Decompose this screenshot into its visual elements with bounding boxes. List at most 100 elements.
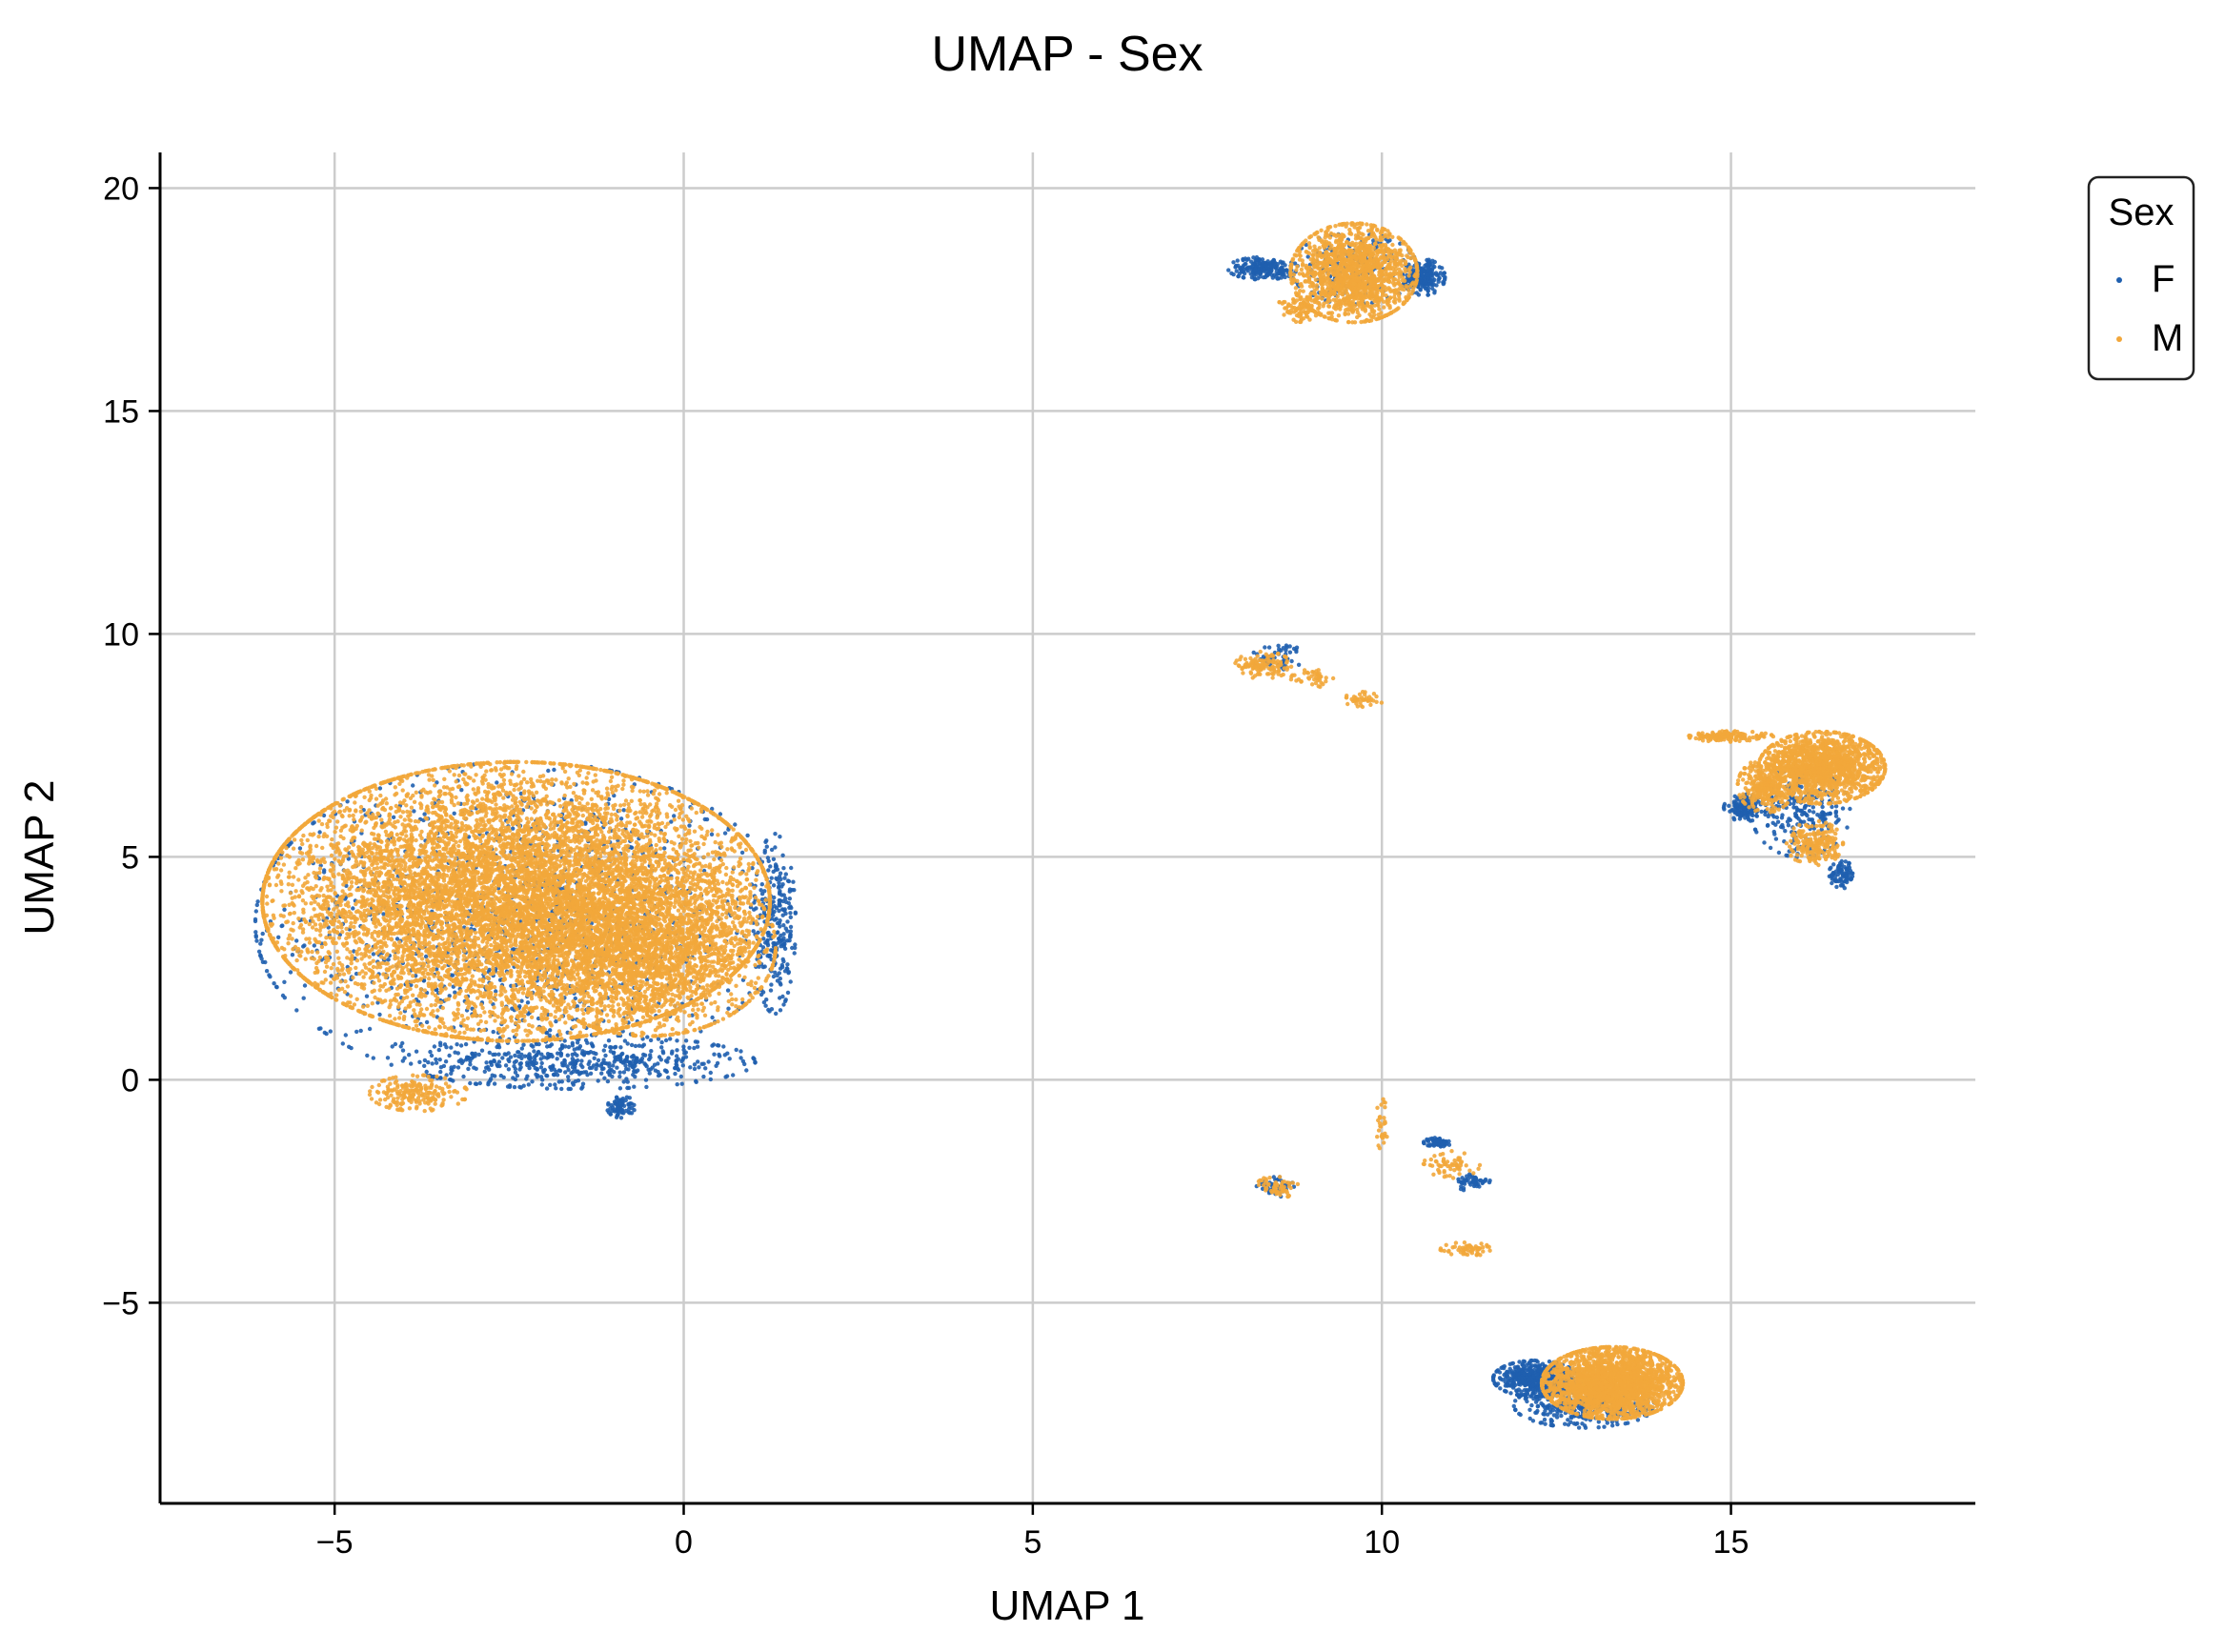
data-point <box>312 907 316 912</box>
data-point <box>455 801 461 806</box>
data-point <box>771 883 777 888</box>
data-point <box>616 1112 620 1117</box>
data-point <box>556 1051 560 1056</box>
data-point <box>709 832 715 836</box>
scatter-points <box>253 221 1888 1430</box>
data-point <box>389 1062 394 1067</box>
data-point <box>1559 1413 1564 1419</box>
data-point <box>1605 1420 1610 1425</box>
data-point <box>695 1044 700 1049</box>
data-point <box>1535 1398 1540 1402</box>
data-point <box>627 1059 632 1065</box>
data-point <box>781 866 786 871</box>
data-point <box>1807 809 1812 814</box>
data-point <box>1386 239 1390 244</box>
data-point <box>673 1071 678 1077</box>
data-point <box>434 1060 439 1065</box>
data-point <box>771 974 777 979</box>
data-point <box>464 1055 470 1059</box>
data-point <box>687 1045 692 1051</box>
data-point <box>778 977 782 981</box>
data-point <box>1283 274 1287 280</box>
data-point <box>1845 869 1850 874</box>
data-point <box>680 1063 685 1068</box>
data-point <box>518 791 523 796</box>
data-point <box>466 775 471 780</box>
data-point <box>447 994 452 998</box>
data-point <box>676 1067 681 1073</box>
data-point <box>692 1062 698 1067</box>
data-point <box>1518 1382 1523 1387</box>
data-point <box>1276 276 1281 281</box>
data-point <box>544 1030 550 1036</box>
data-point <box>411 783 415 788</box>
data-point <box>781 932 786 937</box>
data-point <box>412 809 416 814</box>
data-point <box>744 1068 749 1073</box>
data-point <box>1425 272 1430 277</box>
data-point <box>706 1059 711 1064</box>
data-point <box>683 1038 689 1043</box>
data-point <box>585 1050 590 1056</box>
data-point <box>1734 807 1739 812</box>
data-point <box>336 956 341 960</box>
data-point <box>629 798 634 803</box>
data-point <box>588 1071 594 1077</box>
data-point <box>687 823 692 828</box>
data-point <box>621 778 626 783</box>
data-point <box>1839 862 1845 867</box>
data-point <box>443 1059 449 1064</box>
data-point <box>1487 1179 1492 1183</box>
data-point <box>491 1029 496 1035</box>
data-point <box>541 1055 547 1059</box>
data-point <box>255 899 260 904</box>
data-point <box>678 1074 683 1079</box>
data-point <box>751 1056 756 1060</box>
data-point <box>1527 1360 1532 1365</box>
data-point <box>764 997 769 1002</box>
data-point <box>1752 827 1758 833</box>
data-point <box>535 1067 539 1072</box>
data-point <box>573 1061 578 1066</box>
data-point <box>793 910 798 915</box>
data-point <box>692 1045 697 1051</box>
data-point <box>365 1053 370 1058</box>
data-point <box>594 1051 598 1057</box>
data-point <box>473 1051 477 1057</box>
data-point <box>644 1084 649 1090</box>
data-point <box>626 1106 632 1112</box>
data-point <box>579 1058 584 1063</box>
data-point <box>544 1073 549 1078</box>
data-point <box>759 888 763 893</box>
data-point <box>1456 1179 1462 1184</box>
data-point <box>785 929 790 934</box>
data-point <box>681 1044 686 1049</box>
data-point <box>521 1042 526 1047</box>
data-point <box>451 1078 455 1083</box>
data-point <box>1439 1143 1444 1148</box>
data-point <box>607 1068 612 1073</box>
data-point <box>290 953 295 957</box>
data-point <box>1426 1143 1431 1148</box>
data-point <box>386 957 391 962</box>
data-point <box>586 1061 591 1067</box>
data-point <box>400 788 405 793</box>
data-point <box>679 1081 684 1086</box>
data-point <box>447 1053 452 1058</box>
data-point <box>1542 1417 1547 1422</box>
data-point <box>1525 1399 1529 1404</box>
data-point <box>727 1057 732 1061</box>
data-point <box>383 829 389 835</box>
data-point <box>778 980 782 986</box>
data-point <box>662 846 667 851</box>
data-point <box>1428 278 1434 284</box>
data-point <box>1780 813 1785 817</box>
data-point <box>616 1098 621 1102</box>
data-point <box>256 949 262 954</box>
data-point <box>539 1060 544 1066</box>
data-point <box>552 1067 556 1072</box>
data-point <box>525 1000 531 1005</box>
data-point <box>1830 880 1834 886</box>
data-point <box>545 1044 550 1049</box>
data-point <box>394 937 400 941</box>
